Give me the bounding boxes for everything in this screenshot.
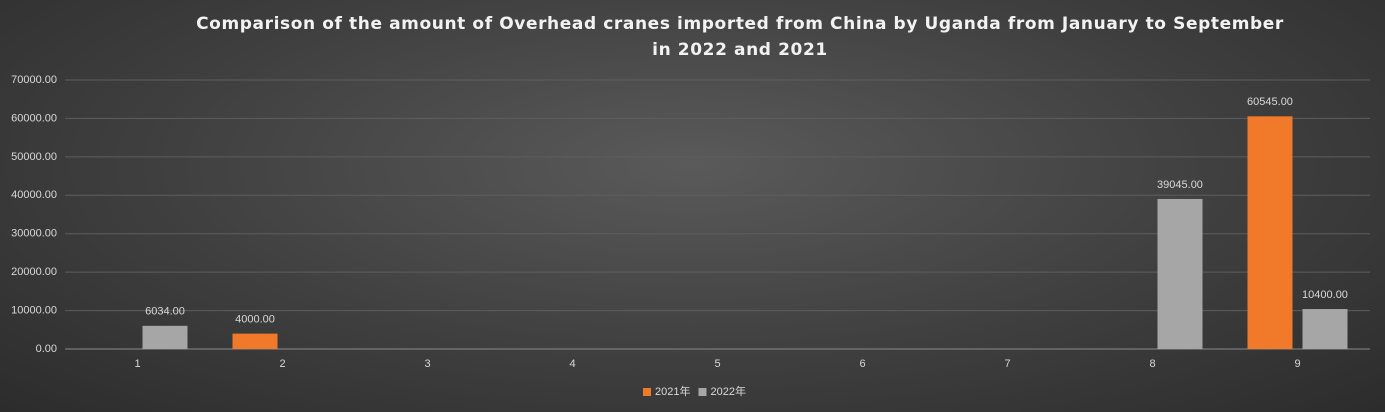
data-label: 6034.00 [145,306,185,318]
legend-swatch [698,388,707,396]
y-tick-label: 30000.00 [11,228,57,240]
x-tick-label: 8 [1149,358,1155,370]
x-tick-label: 3 [424,358,430,370]
y-tick-label: 10000.00 [11,304,57,316]
bar [1247,116,1293,349]
y-tick-label: 60000.00 [11,112,57,124]
data-label: 60545.00 [1247,96,1293,108]
data-label: 10400.00 [1302,289,1348,301]
bar [142,325,188,349]
chart-title: Comparison of the amount of Overhead cra… [196,14,1284,60]
bar [232,333,278,349]
data-label: 4000.00 [235,314,275,326]
legend-swatch [643,388,651,396]
bar [1157,198,1203,349]
y-tick-label: 50000.00 [11,151,57,163]
x-tick-label: 2 [279,358,285,370]
x-tick-label: 1 [134,358,140,370]
x-tick-label: 6 [859,358,865,370]
x-tick-label: 4 [569,358,575,370]
data-label: 39045.00 [1157,179,1203,191]
legend-label: 2021年 [655,384,690,398]
x-tick-label: 9 [1294,358,1300,370]
x-tick-label: 7 [1004,358,1010,370]
y-tick-label: 0.00 [36,343,57,355]
bar [1302,309,1348,349]
x-tick-label: 5 [714,358,720,370]
y-tick-label: 20000.00 [11,266,57,278]
y-tick-label: 70000.00 [11,74,57,86]
legend-label: 2022年 [710,384,745,398]
y-tick-label: 40000.00 [11,189,57,201]
